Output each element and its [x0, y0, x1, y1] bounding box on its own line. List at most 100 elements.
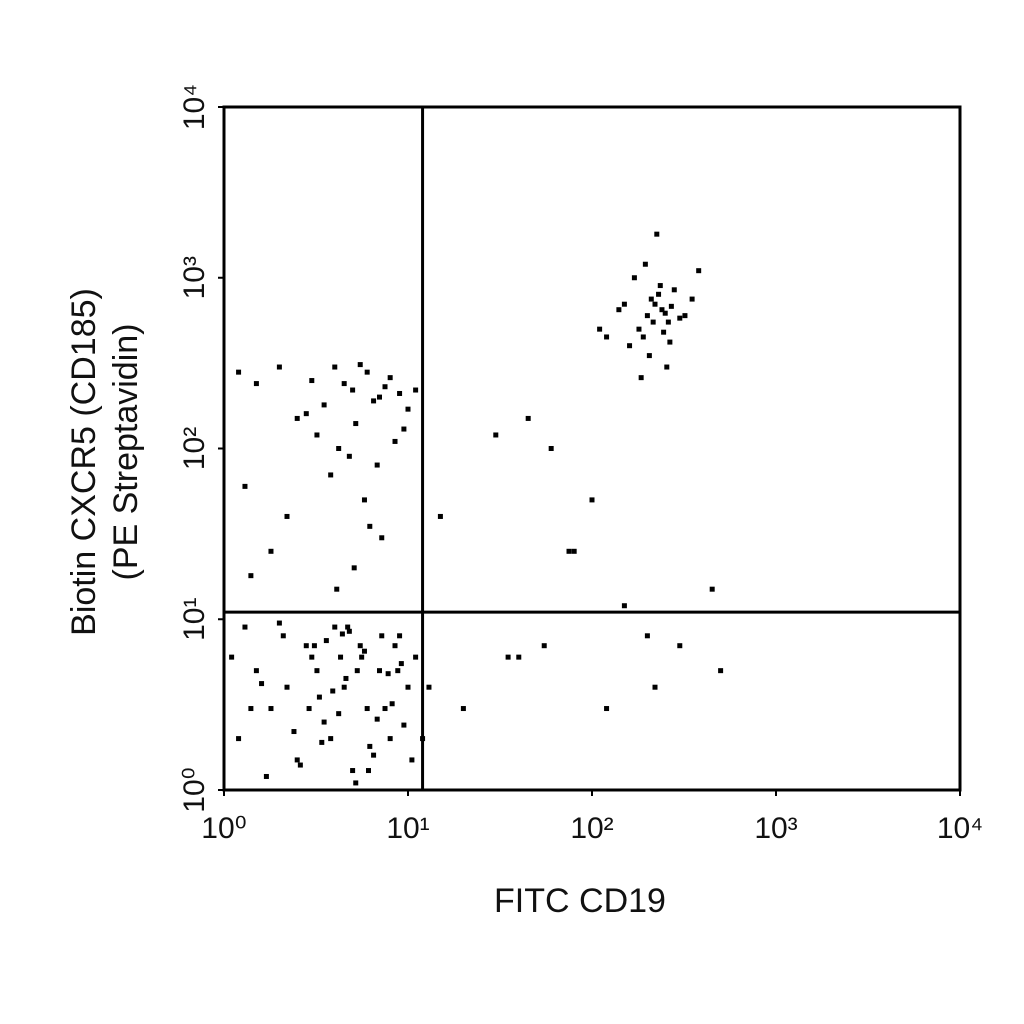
event-dot — [382, 384, 388, 390]
event-dot — [659, 307, 665, 313]
event-dot — [541, 643, 547, 649]
event-dot — [336, 711, 342, 717]
event-dot — [409, 757, 415, 763]
event-dot — [460, 706, 466, 712]
event-dot — [364, 369, 370, 375]
event-dot — [405, 406, 411, 412]
event-dot — [401, 722, 407, 728]
event-dot — [621, 301, 627, 307]
event-dot — [341, 684, 347, 690]
event-dot — [294, 415, 300, 421]
event-dot — [648, 296, 654, 302]
event-dot — [346, 453, 352, 459]
event-dot — [253, 668, 259, 674]
event-dot — [242, 483, 248, 489]
event-dot — [339, 631, 345, 637]
event-dot — [640, 334, 646, 340]
event-dot — [354, 668, 360, 674]
event-dot — [357, 643, 363, 649]
event-dot — [341, 381, 347, 387]
event-dot — [268, 548, 274, 554]
event-dot — [644, 633, 650, 639]
event-dot — [353, 421, 359, 427]
event-dot — [321, 402, 327, 408]
event-dot — [395, 668, 401, 674]
event-dot — [616, 307, 622, 313]
event-dot — [657, 283, 663, 289]
event-dot — [392, 643, 398, 649]
event-dot — [323, 638, 329, 644]
x-tick-label: 10⁴ — [937, 812, 983, 845]
y-tick-label: 10² — [178, 427, 211, 470]
event-dot — [306, 706, 312, 712]
event-dot — [361, 648, 367, 654]
event-dot — [332, 364, 338, 370]
event-dot — [413, 654, 419, 660]
event-dot — [525, 415, 531, 421]
x-axis-title: FITC CD19 — [494, 882, 666, 920]
event-dot — [371, 398, 377, 404]
event-dot — [364, 706, 370, 712]
event-dot — [709, 586, 715, 592]
event-dot — [654, 231, 660, 237]
event-dot — [397, 390, 403, 396]
event-dot — [345, 624, 351, 630]
event-dot — [376, 668, 382, 674]
event-dot — [667, 339, 673, 345]
event-dot — [668, 303, 674, 309]
event-dot — [367, 523, 373, 529]
event-dot — [309, 654, 315, 660]
event-dot — [397, 633, 403, 639]
event-dot — [621, 603, 627, 609]
event-dot — [646, 353, 652, 359]
event-dot — [379, 633, 385, 639]
event-dot — [242, 624, 248, 630]
event-dot — [385, 671, 391, 677]
event-dot — [263, 773, 269, 779]
event-dot — [696, 268, 702, 274]
event-dot — [627, 343, 633, 349]
event-dot — [650, 319, 656, 325]
event-dot — [437, 513, 443, 519]
event-dot — [367, 743, 373, 749]
event-dot — [314, 432, 320, 438]
event-dot — [374, 716, 380, 722]
event-dot — [297, 762, 303, 768]
event-dot — [387, 375, 393, 381]
event-dot — [413, 387, 419, 393]
event-dot — [268, 706, 274, 712]
event-dot — [656, 291, 662, 297]
event-dot — [662, 310, 668, 316]
event-dot — [294, 757, 300, 763]
event-dot — [253, 381, 259, 387]
event-dot — [346, 628, 352, 634]
event-dot — [665, 319, 671, 325]
event-dot — [328, 736, 334, 742]
event-dot — [636, 326, 642, 332]
event-dot — [328, 472, 334, 478]
event-dot — [571, 548, 577, 554]
event-dot — [330, 688, 336, 694]
event-dot — [336, 446, 342, 451]
event-dot — [379, 535, 385, 541]
event-dot — [359, 654, 365, 660]
event-dot — [338, 654, 344, 660]
event-dot — [350, 387, 356, 393]
event-dot — [276, 364, 282, 370]
y-axis-title: (PE Streptavidin) — [107, 324, 145, 581]
plot-frame — [222, 105, 962, 792]
x-tick-label: 10¹ — [386, 812, 429, 845]
event-dot — [361, 497, 367, 503]
event-dot — [284, 684, 290, 690]
event-dot — [631, 275, 637, 281]
event-dot — [357, 362, 363, 368]
event-dot — [351, 565, 357, 571]
event-dot — [236, 369, 242, 375]
event-dot — [389, 701, 395, 707]
event-dot — [350, 768, 356, 774]
event-dot — [229, 654, 235, 660]
event-dot — [493, 432, 499, 438]
event-dot — [677, 643, 683, 649]
event-dot — [280, 633, 286, 639]
event-dot — [248, 706, 254, 712]
